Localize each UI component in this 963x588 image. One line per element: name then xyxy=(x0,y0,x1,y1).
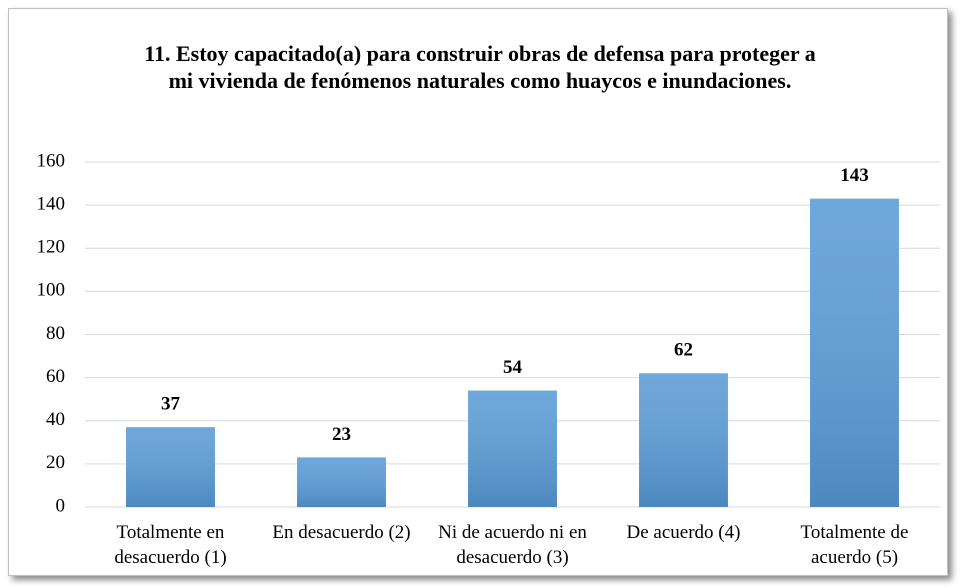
x-tick-label: Totalmente en desacuerdo (1) xyxy=(114,522,227,568)
data-label: 23 xyxy=(332,424,351,445)
data-label: 143 xyxy=(840,165,869,186)
x-tick-label: Totalmente de acuerdo (5) xyxy=(800,522,909,568)
y-tick-label: 40 xyxy=(46,409,65,430)
x-tick-label: Ni de acuerdo ni en desacuerdo (3) xyxy=(438,522,587,568)
bar-shade xyxy=(297,457,386,507)
y-tick-label: 0 xyxy=(56,495,66,516)
bar-shade xyxy=(810,198,899,507)
y-tick-label: 100 xyxy=(37,280,66,301)
bar-shade xyxy=(126,427,215,507)
bar-shade xyxy=(639,373,728,507)
x-tick-label: De acuerdo (4) xyxy=(626,522,741,543)
bar-group xyxy=(297,457,386,507)
bar-group xyxy=(126,427,215,507)
y-tick-label: 60 xyxy=(46,366,65,387)
bar-group xyxy=(468,390,557,507)
y-tick-label: 120 xyxy=(37,237,66,258)
data-label: 62 xyxy=(674,340,693,361)
data-label: 37 xyxy=(161,394,181,415)
bar-group xyxy=(810,198,899,507)
y-tick-label: 20 xyxy=(46,452,65,473)
bar-group xyxy=(639,373,728,507)
data-label: 54 xyxy=(503,357,523,378)
y-tick-label: 140 xyxy=(37,193,66,214)
y-tick-label: 160 xyxy=(37,150,66,171)
bar-shade xyxy=(468,390,557,507)
y-tick-label: 80 xyxy=(46,323,65,344)
chart-title: 11. Estoy capacitado(a) para construir o… xyxy=(144,41,816,93)
x-tick-label: En desacuerdo (2) xyxy=(272,522,411,543)
